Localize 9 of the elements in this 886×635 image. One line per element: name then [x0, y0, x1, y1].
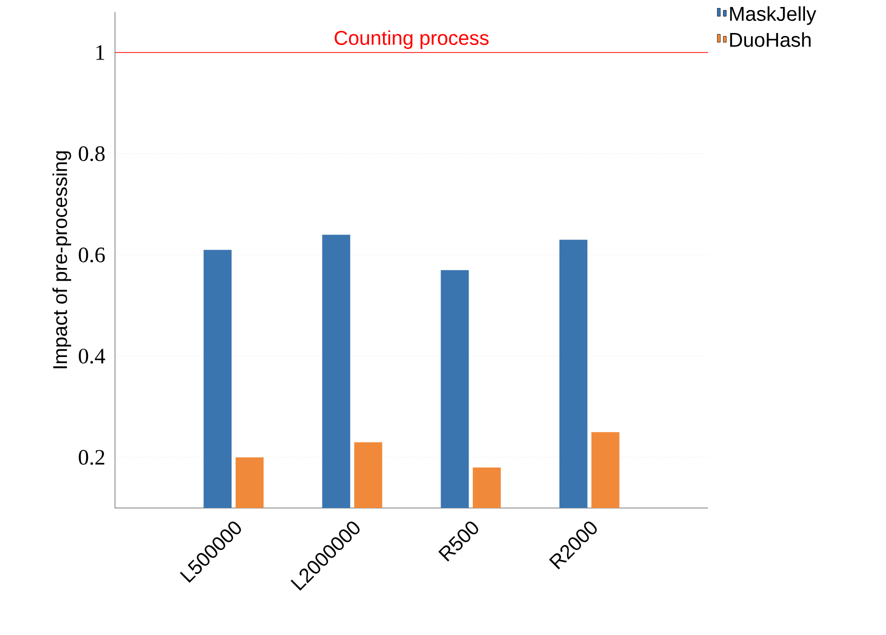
- y-axis-title: Impact of pre-processing: [52, 151, 72, 368]
- y-tick-label: 0.8: [78, 146, 105, 162]
- ref-line-label: Counting process: [334, 30, 489, 49]
- y-tick-label: 0.6: [78, 247, 105, 262]
- y-tick-label: 0.2: [78, 450, 104, 465]
- legend-label: MaskJelly: [730, 6, 816, 25]
- y-tick-label: 1: [96, 45, 104, 60]
- legend-label: DuoHash: [730, 32, 811, 47]
- y-tick-label: 0.4: [78, 348, 106, 364]
